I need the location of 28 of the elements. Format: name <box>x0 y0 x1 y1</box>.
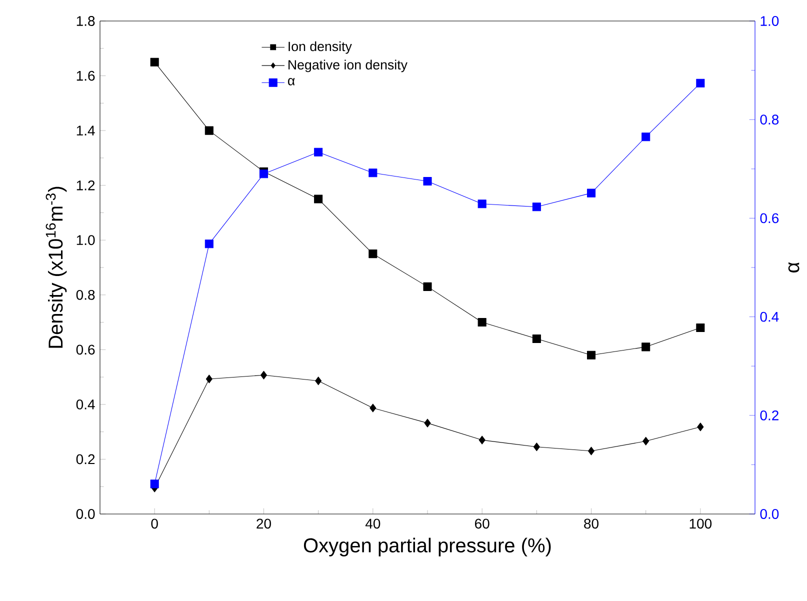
x-tick-label: 20 <box>256 518 271 529</box>
y2-tick-label: 0.4 <box>760 312 779 322</box>
y-tick-label: 1.8 <box>76 16 95 26</box>
y2-tick-label: 1.0 <box>760 16 779 26</box>
y-tick-label: 1.6 <box>76 70 95 81</box>
y-tick-label: 1.0 <box>76 235 95 246</box>
y2-tick-label: 0.8 <box>760 114 779 125</box>
x-tick-label: 80 <box>584 518 598 529</box>
y-tick-label: 0.8 <box>76 290 95 300</box>
x-axis-title: Oxygen partial pressure (%) <box>304 538 551 556</box>
x-tick-label: 40 <box>365 518 380 529</box>
y-tick-label: 0.4 <box>76 400 95 410</box>
y-tick-label: 1.2 <box>76 180 95 190</box>
y-axis-title: Density (x10$^{16}$m$^{-3}$) <box>46 186 67 348</box>
y-tick-label: 0.2 <box>76 454 95 464</box>
legend-label: Negative ion density <box>288 60 408 72</box>
y2-tick-label: 0.0 <box>760 509 779 519</box>
y2-axis-title: α <box>788 262 800 272</box>
x-tick-label: 60 <box>475 518 490 529</box>
y2-tick-label: 0.6 <box>760 213 779 224</box>
legend-label: Ion density <box>288 41 352 54</box>
y-tick-label: 1.4 <box>76 126 95 136</box>
y2-tick-label: 0.2 <box>760 410 778 420</box>
legend-label: α <box>288 78 295 86</box>
y-tick-label: 0.0 <box>76 509 95 519</box>
x-tick-label: 100 <box>690 518 712 529</box>
y-tick-label: 0.6 <box>76 344 95 355</box>
x-tick-label: 0 <box>151 518 158 529</box>
